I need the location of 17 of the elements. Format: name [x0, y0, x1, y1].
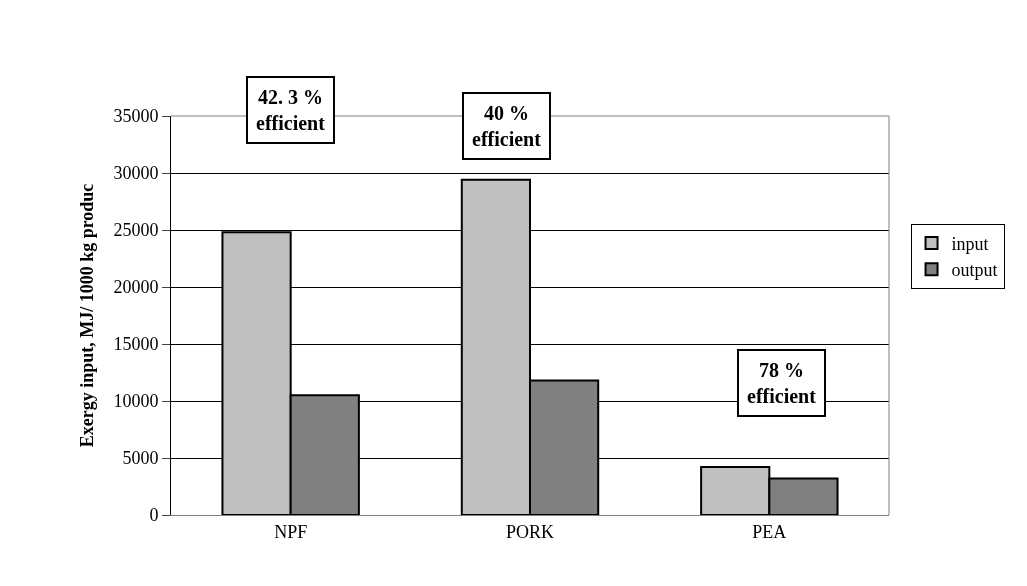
y-axis-title: Exergy input, MJ/ 1000 kg produc — [76, 183, 97, 448]
y-tick-label: 30000 — [113, 163, 159, 184]
annotation: 42. 3 % efficient — [256, 86, 326, 134]
y-tick-label: 0 — [149, 505, 159, 526]
y-tick-label: 15000 — [113, 334, 159, 355]
legend-label: input — [951, 233, 989, 254]
x-tick-label: PORK — [505, 521, 555, 542]
annotation: 40 % efficient — [472, 102, 542, 150]
y-tick-label: 20000 — [113, 277, 159, 298]
y-tick-label: 25000 — [113, 220, 159, 241]
y-tick-label: 10000 — [113, 391, 159, 412]
annotation: 78 % efficient — [747, 359, 817, 407]
y-tick-label: 5000 — [122, 448, 159, 469]
x-tick-label: PEA — [752, 521, 787, 542]
y-tick-label: 35000 — [113, 106, 159, 127]
x-tick-label: NPF — [274, 521, 308, 542]
legend-label: output — [951, 260, 998, 281]
